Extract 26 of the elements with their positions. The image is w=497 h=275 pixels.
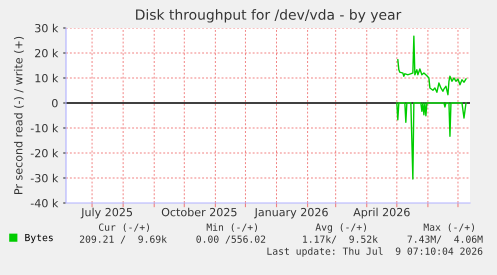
text: Cur (-/+) bbox=[98, 223, 149, 232]
text: 1.17k/ 9.52k bbox=[303, 235, 378, 244]
text: Last update: Thu Jul 9 07:10:04 2026 bbox=[267, 247, 482, 257]
text: Avg (-/+) bbox=[316, 223, 366, 233]
chart-title: Disk throughput for /dev/vda - by year bbox=[136, 9, 402, 23]
line-series bbox=[396, 102, 467, 180]
line-series bbox=[397, 36, 467, 96]
y-tick-label: 20 k bbox=[35, 48, 58, 58]
text: 7.43M/ 4.06M bbox=[408, 235, 483, 244]
y-tick-label: -10 k bbox=[30, 124, 58, 132]
legend-label: Bytes bbox=[25, 234, 53, 244]
x-tick-label: July 2025 bbox=[80, 208, 132, 218]
y-tick-label: 0 bbox=[52, 98, 58, 108]
y-tick-label: -30 k bbox=[30, 174, 58, 182]
text: 209.21 / 9.69k bbox=[80, 235, 167, 244]
x-tick-label: January 2026 bbox=[254, 208, 328, 218]
x-tick-label: April 2026 bbox=[353, 208, 410, 218]
y-tick-label: -20 k bbox=[30, 148, 58, 158]
text: Max (-/+) bbox=[424, 223, 474, 232]
text: Min (-/+) bbox=[206, 223, 257, 232]
y-tick-label: 10 k bbox=[35, 74, 58, 82]
x-tick-label: October 2025 bbox=[162, 208, 236, 216]
y-tick-label: 30 k bbox=[35, 24, 58, 32]
text: 0.00 /556.02 bbox=[196, 235, 266, 244]
y-tick-label: -40 k bbox=[30, 198, 58, 208]
y-axis-title: Pr second read (-) / write (+) bbox=[14, 36, 24, 194]
